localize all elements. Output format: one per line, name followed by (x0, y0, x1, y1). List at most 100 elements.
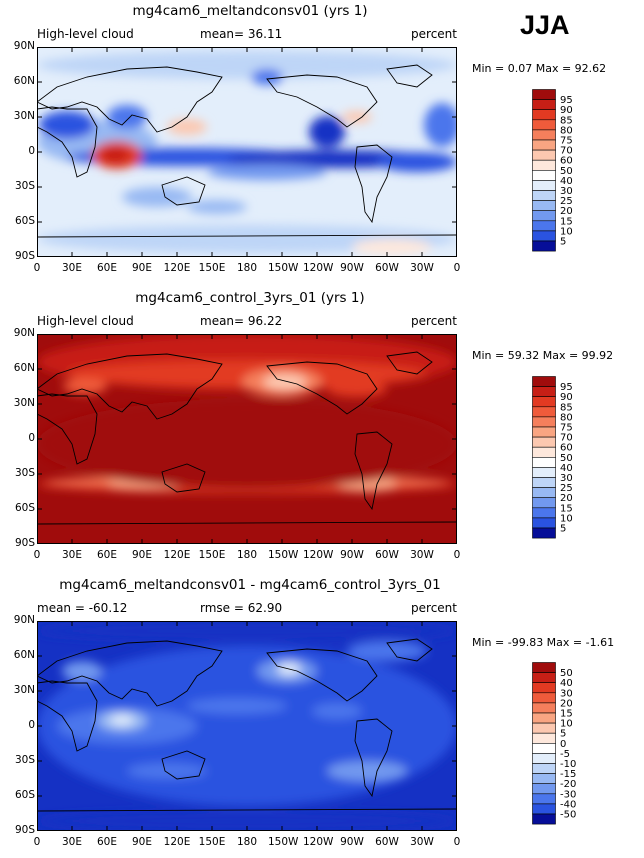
panel-mid-label: mean= 36.11 (200, 27, 283, 41)
colorbar-swatch (532, 813, 556, 825)
coastline (266, 648, 378, 702)
x-tick-label: 30W (410, 549, 434, 561)
y-tick-label: 0 (28, 432, 35, 444)
field-patch (101, 147, 129, 163)
colorbar-swatch (532, 692, 556, 704)
colorbar-label: -30 (560, 789, 576, 800)
coastline (37, 521, 457, 525)
y-tick-label: 30S (14, 754, 35, 766)
field-patch (127, 763, 207, 779)
x-tick-label: 120E (163, 836, 191, 848)
coastlines (37, 351, 457, 525)
min-max-stats: Min = 59.32 Max = 99.92 (472, 349, 614, 362)
colorbar-swatch (532, 396, 556, 408)
colorbar-swatch (532, 406, 556, 418)
colorbar-label: 50 (560, 166, 573, 177)
colorbar-label: 15 (560, 503, 573, 514)
colorbar-swatch (532, 507, 556, 519)
colorbar-label: 60 (560, 443, 573, 454)
coastline (37, 234, 457, 238)
colorbar-swatch (532, 517, 556, 529)
x-tick-label: 120W (303, 836, 334, 848)
colorbar-label: 15 (560, 216, 573, 227)
colorbar-swatch (532, 487, 556, 498)
colorbar-swatch (532, 230, 556, 242)
field-patch (424, 103, 457, 147)
coastline (161, 750, 206, 780)
colorbar-swatch (532, 722, 556, 734)
colorbar-swatch (532, 159, 556, 171)
colorbar-label: 0 (560, 739, 566, 750)
colorbar-swatch (532, 793, 556, 805)
panel-units-label: percent (411, 314, 457, 328)
y-tick-label: 60S (14, 502, 35, 514)
colorbar-swatch (532, 662, 556, 673)
colorbar-swatch (532, 200, 556, 211)
x-tick-label: 30W (410, 262, 434, 274)
field-patch (122, 187, 192, 207)
colorbar-label: 75 (560, 423, 573, 434)
x-tick-label: 60E (97, 549, 117, 561)
colorbar-label: 40 (560, 176, 573, 187)
x-tick-label: 120E (163, 549, 191, 561)
colorbar-swatch (532, 99, 556, 111)
x-tick-label: 90W (340, 262, 364, 274)
colorbar-label: 95 (560, 382, 573, 393)
x-tick-label: 150W (268, 262, 299, 274)
field-patch (110, 715, 134, 725)
x-tick-label: 90E (132, 549, 152, 561)
x-tick-label: 30E (62, 836, 82, 848)
field-patch (347, 641, 427, 661)
x-tick-label: 180 (236, 549, 258, 561)
colorbar-swatch (532, 376, 556, 387)
min-max-stats: Min = 0.07 Max = 92.62 (472, 62, 607, 75)
map-plot (37, 47, 457, 257)
y-tick-label: 60S (14, 789, 35, 801)
x-tick-label: 150W (268, 836, 299, 848)
x-tick-label: 120E (163, 262, 191, 274)
colorbar-swatch (532, 702, 556, 714)
coastline (37, 66, 223, 133)
colorbar-label: 25 (560, 196, 573, 207)
colorbar-label: 10 (560, 513, 573, 524)
y-tick-label: 60N (13, 75, 35, 87)
colorbar-label: -10 (560, 759, 576, 770)
colorbar-swatch (532, 743, 556, 754)
colorbar-label: 5 (560, 729, 566, 740)
colorbar-swatch (532, 783, 556, 795)
colorbar-label: -40 (560, 799, 576, 810)
x-tick-label: 90E (132, 836, 152, 848)
colorbar-label: -20 (560, 779, 576, 790)
coastline (386, 638, 433, 662)
colorbar-label: 60 (560, 156, 573, 167)
y-tick-label: 90N (13, 614, 35, 626)
panel-units-label: percent (411, 27, 457, 41)
colorbar-label: 10 (560, 719, 573, 730)
colorbar-label: 80 (560, 412, 573, 423)
panel-title: mg4cam6_control_3yrs_01 (yrs 1) (135, 290, 365, 306)
field-patch (187, 698, 287, 714)
coastlines (37, 64, 457, 238)
x-tick-label: 150E (198, 262, 226, 274)
colorbar-label: 40 (560, 678, 573, 689)
y-tick-label: 60S (14, 215, 35, 227)
colorbar-label: 95 (560, 95, 573, 106)
field-patch (352, 239, 432, 255)
colorbar-swatch (532, 109, 556, 121)
season-label: JJA (520, 10, 570, 40)
y-tick-label: 60N (13, 649, 35, 661)
coastline (161, 463, 206, 493)
field-patch (167, 119, 207, 135)
panel-mid-label: mean= 96.22 (200, 314, 283, 328)
field-patch (251, 69, 283, 85)
coastline (354, 431, 393, 511)
colorbar-label: 30 (560, 473, 573, 484)
field-patch (37, 51, 457, 79)
colorbar-label: 70 (560, 146, 573, 157)
colorbar-label: 80 (560, 125, 573, 136)
map-field (37, 47, 457, 257)
colorbar: 95 90 85 80 75 70 60 50 40 30 25 20 15 10 5 (532, 376, 602, 544)
colorbar-swatch (532, 773, 556, 784)
field-patch (327, 761, 407, 781)
